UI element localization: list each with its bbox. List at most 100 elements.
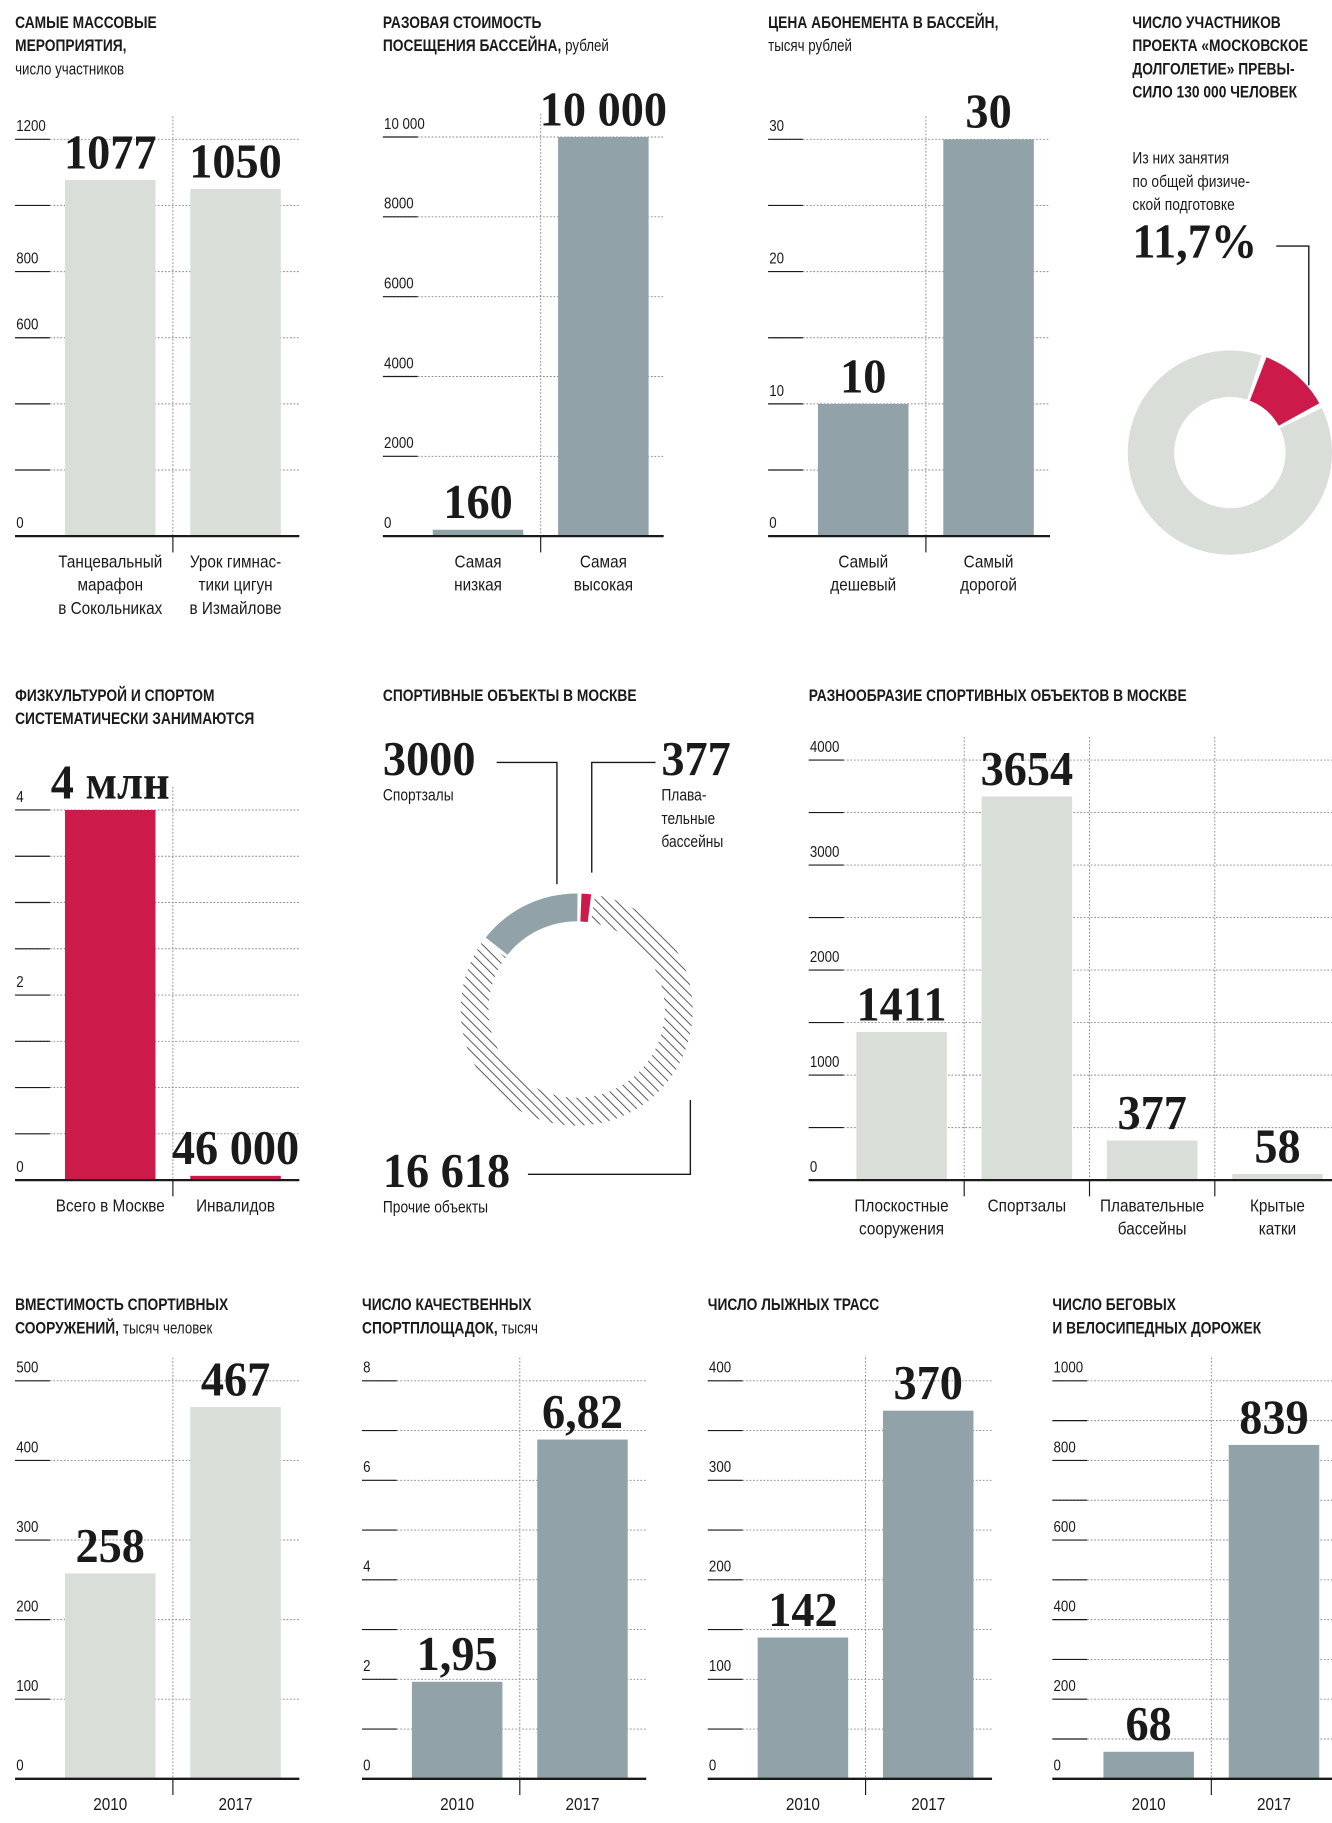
value-label: 160: [443, 476, 512, 529]
y-tick-label: 4: [16, 789, 23, 806]
leader-line: [591, 761, 656, 873]
y-tick-label: 2000: [810, 949, 840, 966]
value-label: 258: [76, 1520, 145, 1573]
y-tick-label: 0: [363, 1758, 370, 1775]
value-label: 370: [894, 1357, 963, 1410]
chart-title: РАЗОВАЯ СТОИМОСТЬ: [383, 14, 542, 33]
value-label: 10: [840, 350, 886, 403]
value-label: 1,95: [417, 1628, 498, 1681]
chart-subtitle: тысяч рублей: [768, 38, 852, 55]
chart-title: САМЫЕ МАССОВЫЕ: [15, 14, 157, 33]
bar: [432, 529, 524, 537]
y-tick-label: 4000: [810, 739, 840, 756]
y-tick-label: 400: [16, 1439, 38, 1456]
chart-subtitle: число участников: [15, 61, 124, 78]
chart-title: ЦЕНА АБОНЕМЕНТА В БАССЕЙН,: [768, 13, 998, 33]
chart-title: СООРУЖЕНИЙ, тысяч человек: [15, 1318, 213, 1338]
chart-title: МЕРОПРИЯТИЯ,: [15, 37, 126, 56]
bar: [943, 139, 1034, 537]
value-label: 467: [201, 1353, 270, 1406]
chart-subtitle: тысяч человек: [123, 1320, 213, 1337]
segment-label: Плава-: [661, 787, 706, 805]
value-label: 46 000: [172, 1122, 299, 1175]
chart-title: СПОРТПЛОЩАДОК, тысяч: [362, 1319, 538, 1338]
chart-title: ФИЗКУЛЬТУРОЙ И СПОРТОМ: [15, 686, 214, 706]
y-tick-label: 0: [16, 1159, 23, 1176]
x-tick-label: 2017: [219, 1795, 253, 1814]
y-tick-label: 200: [16, 1599, 38, 1616]
y-tick-label: 2: [16, 974, 23, 991]
y-tick-label: 8000: [384, 196, 414, 213]
segment-label: бассейны: [661, 833, 723, 851]
y-tick-label: 400: [1054, 1599, 1076, 1616]
bar: [64, 1573, 156, 1779]
y-tick-label: 400: [709, 1360, 731, 1377]
bar: [1106, 1140, 1198, 1181]
value-label: 142: [768, 1584, 837, 1637]
x-tick-label: 2010: [1132, 1795, 1166, 1814]
bar: [856, 1031, 947, 1181]
chart-title-line: СПОРТПЛОЩАДОК,: [362, 1319, 498, 1338]
y-tick-label: 100: [16, 1678, 38, 1695]
chart-subtitle: рублей: [565, 38, 609, 55]
chart-title: ЧИСЛО УЧАСТНИКОВ: [1132, 14, 1280, 33]
chart-title: И ВЕЛОСИПЕДНЫХ ДОРОЖЕК: [1052, 1319, 1261, 1338]
y-tick-label: 2: [363, 1658, 370, 1675]
x-tick-label: Крытые: [1250, 1197, 1305, 1216]
value-label: 1077: [64, 126, 157, 179]
x-tick-label: 2017: [911, 1795, 945, 1814]
value-label: 68: [1126, 1698, 1172, 1751]
x-tick-label: Самый: [838, 553, 888, 572]
x-tick-label: Инвалидов: [196, 1197, 275, 1216]
y-tick-label: 6000: [384, 276, 414, 293]
value-label: 58: [1254, 1120, 1300, 1173]
x-tick-label: 2017: [565, 1795, 599, 1814]
y-tick-label: 200: [1054, 1678, 1076, 1695]
value-label: 377: [1117, 1087, 1186, 1140]
value-label: 839: [1239, 1391, 1308, 1444]
bar: [558, 137, 649, 537]
value-label: 4 млн: [51, 756, 170, 809]
y-tick-label: 10 000: [384, 116, 425, 133]
bar: [882, 1410, 974, 1779]
chart-title: ЧИСЛО БЕГОВЫХ: [1052, 1296, 1176, 1315]
x-tick-label: Плавательные: [1100, 1197, 1204, 1216]
leader-line: [527, 1100, 692, 1175]
y-tick-label: 800: [1054, 1439, 1076, 1456]
x-tick-label: марафон: [77, 576, 143, 595]
chart-title: ДОЛГОЛЕТИЕ» ПРЕВЫ-: [1132, 60, 1294, 79]
value-label: 10 000: [540, 83, 667, 136]
chart-title: ЧИСЛО ЛЫЖНЫХ ТРАСС: [708, 1296, 879, 1315]
chart-title: ПОСЕЩЕНИЯ БАССЕЙНА, рублей: [383, 36, 609, 56]
value-label: 16 618: [383, 1145, 510, 1198]
x-tick-label: высокая: [574, 576, 633, 595]
y-tick-label: 100: [709, 1658, 731, 1675]
value-label: 30: [965, 86, 1011, 139]
x-tick-label: 2017: [1257, 1795, 1291, 1814]
value-label: 11,7%: [1132, 216, 1257, 269]
x-tick-label: в Измайлове: [190, 599, 282, 618]
value-label: 1411: [857, 978, 947, 1031]
chart-title: СИСТЕМАТИЧЕСКИ ЗАНИМАЮТСЯ: [15, 710, 254, 729]
y-tick-label: 0: [16, 1758, 23, 1775]
x-tick-label: Танцевальный: [58, 553, 162, 572]
y-tick-label: 0: [709, 1758, 716, 1775]
segment-label: ской подготовке: [1132, 196, 1234, 214]
bar: [1228, 1444, 1320, 1779]
chart-title: ВМЕСТИМОСТЬ СПОРТИВНЫХ: [15, 1296, 229, 1315]
segment-label: Прочие объекты: [383, 1199, 488, 1217]
x-tick-label: бассейны: [1118, 1220, 1187, 1239]
y-tick-label: 600: [1054, 1519, 1076, 1536]
x-tick-label: Плоскостные: [854, 1197, 948, 1216]
y-tick-label: 0: [384, 515, 391, 532]
y-tick-label: 0: [769, 515, 776, 532]
x-tick-label: тики цигун: [199, 576, 273, 595]
chart-title: ПРОЕКТА «МОСКОВСКОЕ: [1132, 37, 1308, 56]
donut-segment: [485, 893, 578, 955]
chart-title: СИЛО 130 000 ЧЕЛОВЕК: [1132, 83, 1297, 102]
x-tick-label: в Сокольниках: [58, 599, 163, 618]
y-tick-label: 500: [16, 1360, 38, 1377]
bar: [757, 1637, 849, 1779]
value-label: 1050: [189, 135, 282, 188]
